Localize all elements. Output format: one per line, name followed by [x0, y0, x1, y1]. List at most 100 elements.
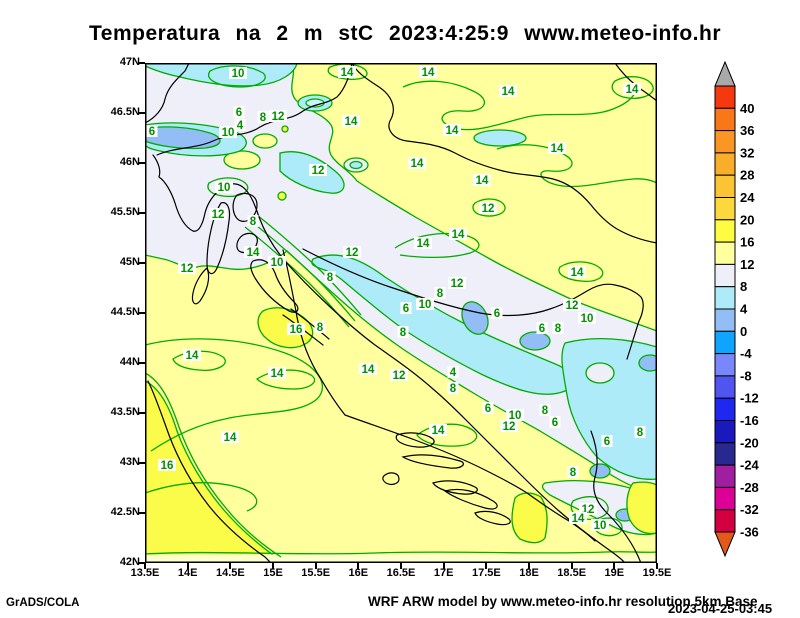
- y-axis-label: 45.5N: [110, 206, 140, 218]
- colorbar-cell: [714, 308, 736, 332]
- colorbar-label: 8: [740, 279, 747, 294]
- contour-label: 8: [570, 467, 577, 479]
- contour-label-box: [234, 119, 246, 131]
- y-axis-tick: [138, 362, 145, 364]
- colorbar-label: 36: [740, 123, 754, 138]
- contour-label-box: [338, 66, 356, 78]
- contour-label-box: [229, 67, 247, 79]
- contour-label: 8: [317, 322, 324, 334]
- colorbar-cell: [714, 330, 736, 355]
- contour-label-box: [178, 262, 196, 274]
- colorbar-cell: [714, 353, 736, 377]
- x-axis-label: 19E: [604, 567, 625, 579]
- contour-label: 14: [362, 364, 375, 376]
- temperature-colorbar: 4036322824201612840-4-8-12-16-20-24-28-3…: [714, 61, 760, 558]
- colorbar-cell: [714, 130, 736, 154]
- contour-label: 8: [400, 327, 407, 339]
- border-italy-slovenia: [144, 62, 190, 124]
- colorbar-label: 0: [740, 324, 747, 339]
- y-axis-label: 43.5N: [110, 406, 140, 418]
- x-axis-tick: [357, 563, 360, 569]
- colorbar-label: -20: [740, 435, 759, 450]
- y-axis-tick: [138, 312, 145, 314]
- contour-label: 10: [222, 127, 235, 139]
- region-0-4: [144, 126, 221, 150]
- colorbar-label: 20: [740, 212, 754, 227]
- contour-label-box: [506, 409, 524, 421]
- contour-label-box: [268, 367, 286, 379]
- contour-label: 14: [422, 67, 435, 79]
- contour-label: 8: [437, 288, 444, 300]
- contour-label: 6: [552, 417, 558, 429]
- contour-label: 12: [346, 247, 359, 259]
- colorbar-label: -32: [740, 502, 759, 517]
- contour-label-box: [539, 404, 551, 416]
- x-axis-tick: [400, 563, 402, 569]
- contour-label-box: [247, 215, 259, 227]
- contour-label: 6: [485, 403, 491, 415]
- colorbar-label: -16: [740, 413, 759, 428]
- y-axis-label: 47N: [119, 56, 140, 68]
- colorbar-label: 24: [740, 190, 755, 205]
- x-axis-tick: [229, 563, 232, 569]
- x-axis-tick: [272, 563, 274, 569]
- contour-label-box: [268, 256, 286, 268]
- x-axis-tick: [613, 563, 616, 569]
- contour-label-box: [146, 125, 158, 137]
- contour-label: 14: [571, 267, 584, 279]
- contour-label: 14: [186, 350, 199, 362]
- contour-label-box: [408, 157, 426, 169]
- x-axis-tick: [656, 563, 658, 569]
- contour-label-box: [343, 246, 361, 258]
- colorbar-cell: [714, 442, 736, 466]
- contour-label-box: [400, 302, 412, 314]
- contour-label: 6: [236, 107, 242, 119]
- pocket-yellow: [252, 133, 278, 149]
- contour-label-box: [342, 115, 360, 127]
- colorbar-label: 40: [740, 101, 754, 116]
- contour-label-box: [601, 435, 613, 447]
- border-top-right: [614, 62, 658, 102]
- colorbar-cell: [714, 197, 736, 221]
- contour-label-box: [591, 519, 609, 531]
- y-axis-tick: [138, 262, 145, 264]
- y-axis-label: 46.5N: [110, 106, 140, 118]
- contour-label-box: [309, 164, 327, 176]
- contour-label: 14: [432, 425, 445, 437]
- x-axis-tick: [314, 563, 317, 569]
- contour-label-box: [563, 299, 581, 311]
- y-axis-label: 43N: [119, 456, 140, 468]
- contour-label-box: [499, 85, 517, 97]
- contour-label-box: [215, 181, 233, 193]
- contour-label: 10: [419, 299, 432, 311]
- contour-label: 14: [247, 247, 260, 259]
- y-axis-tick: [138, 62, 145, 64]
- x-axis-label: 19.5E: [642, 567, 672, 579]
- contour-label-box: [244, 246, 262, 258]
- contour-label: 10: [509, 410, 522, 422]
- contour-label: 14: [224, 432, 237, 444]
- contour-label-box: [449, 228, 467, 240]
- colorbar-cell: [714, 286, 736, 310]
- colorbar-label: -24: [740, 458, 760, 473]
- contour-label: 4: [450, 367, 457, 379]
- x-axis-tick: [442, 563, 445, 569]
- colorbar-label: 32: [740, 145, 754, 160]
- contour-label-box: [578, 312, 596, 324]
- contour-label: 6: [403, 303, 409, 315]
- colorbar-label: -8: [740, 368, 752, 383]
- contour-label-box: [447, 366, 459, 378]
- y-axis-tick: [138, 562, 145, 564]
- colorbar-cell: [714, 486, 736, 511]
- colorbar-cell: [714, 152, 736, 176]
- contour-label-box: [269, 110, 287, 122]
- contour-label-box: [257, 111, 269, 123]
- contour-label: 8: [250, 216, 257, 228]
- contour-label: 6: [149, 126, 155, 138]
- y-axis-tick: [138, 412, 145, 414]
- colorbar-cell: [714, 85, 736, 109]
- colorbar-label: 16: [740, 235, 754, 250]
- run-timestamp: 2023-04-25-03:45: [668, 601, 773, 616]
